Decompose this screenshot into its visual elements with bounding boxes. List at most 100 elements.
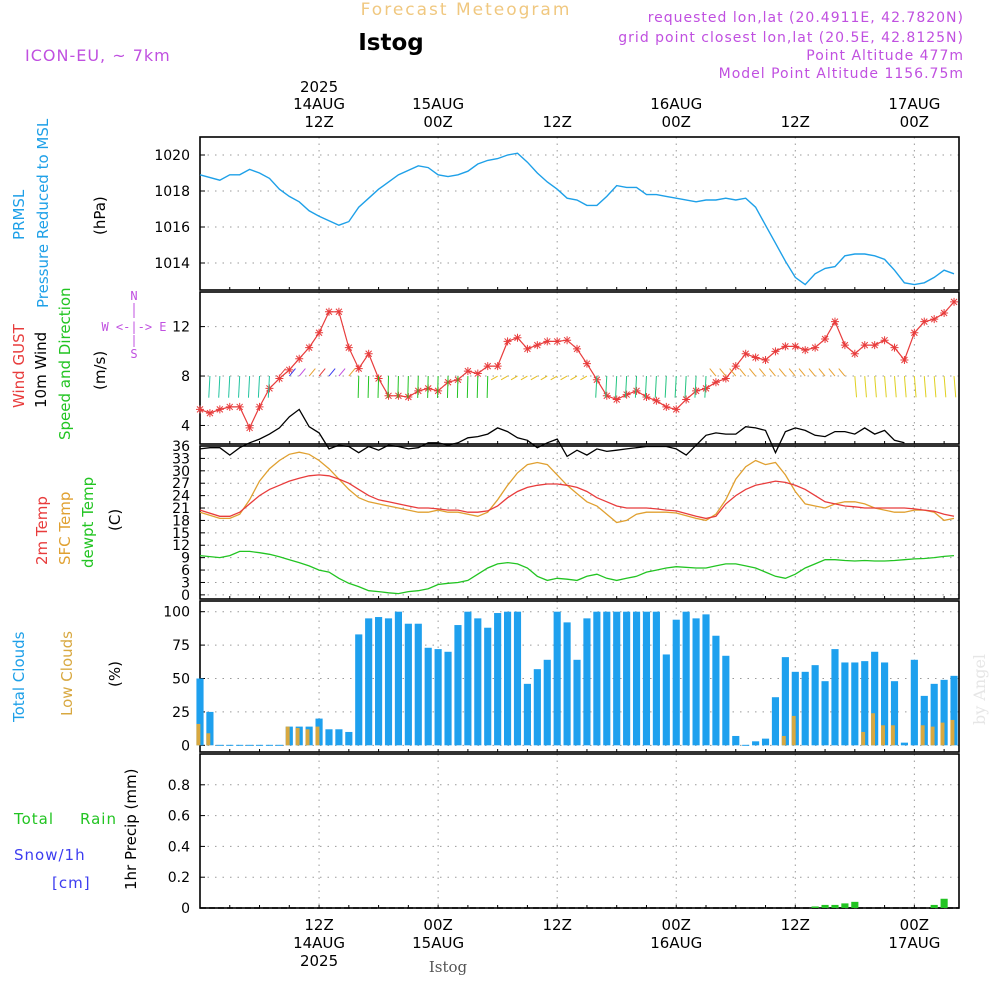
total-cloud-bar xyxy=(890,681,899,746)
total-cloud-bar xyxy=(603,611,611,746)
compass-s: S xyxy=(130,347,137,361)
low-cloud-bar xyxy=(781,735,786,746)
wind-direction-arrow xyxy=(923,375,927,398)
total-cloud-bar xyxy=(861,661,869,746)
low-cloud-bar xyxy=(861,731,866,746)
gust-marker xyxy=(563,336,572,345)
temperature-ytick-label: 24 xyxy=(172,489,190,505)
gust-label: Wind GUST xyxy=(10,323,28,408)
wind-direction-arrow xyxy=(704,376,707,398)
low-cloud-bar xyxy=(930,726,935,746)
low-cloud-bar xyxy=(920,725,925,746)
wind-direction-arrow xyxy=(864,375,867,398)
gust-marker xyxy=(235,402,244,411)
temperature-ytick-label: 0 xyxy=(181,588,190,604)
temperature-ytick-label: 6 xyxy=(181,563,190,579)
top-time-label: 00Z xyxy=(900,113,929,131)
pressure-panel: 1014 1016 1018 1020 xyxy=(154,136,960,291)
wind-direction-arrow xyxy=(674,376,677,398)
top-time-label: 15AUG xyxy=(412,95,464,113)
gust-marker xyxy=(493,362,502,371)
gust-marker xyxy=(900,355,909,364)
precip-unit: 1hr Precip (mm) xyxy=(122,769,140,890)
total-clouds-label: Total Clouds xyxy=(10,631,28,723)
temp2m-label: 2m Temp xyxy=(33,496,51,565)
total-cloud-bar xyxy=(474,618,482,746)
gust-marker xyxy=(513,333,522,342)
gust-marker xyxy=(285,365,294,374)
gust-marker xyxy=(632,386,641,395)
total-cloud-bar xyxy=(623,611,631,746)
gust-marker xyxy=(305,343,314,352)
wind-direction-arrow xyxy=(624,376,628,398)
wind10m-label: 10m Wind xyxy=(32,332,50,408)
low-cloud-bar xyxy=(881,725,885,746)
low-cloud-bar xyxy=(940,722,945,746)
wind-direction-arrow xyxy=(749,368,756,377)
gust-marker xyxy=(830,317,839,326)
pressure-ytick-label: 1020 xyxy=(154,148,190,164)
gust-marker xyxy=(215,405,224,414)
wind-direction-arrow xyxy=(456,376,459,398)
temperature-ytick-label: 9 xyxy=(181,551,190,567)
top-time-label: 12Z xyxy=(781,113,810,131)
wind-ytick-label: 12 xyxy=(172,320,190,336)
point-altitude: Point Altitude 477m xyxy=(806,48,964,64)
wind-direction-arrow xyxy=(818,368,826,377)
total-cloud-bar xyxy=(583,618,591,746)
total-cloud-bar xyxy=(900,742,909,746)
gust-marker xyxy=(950,297,959,306)
wind-speed-dir-label: Speed and Direction xyxy=(56,287,74,440)
top-time-label: 17AUG xyxy=(888,95,940,113)
gust-marker xyxy=(394,391,403,400)
model-altitude: Model Point Altitude 1156.75m xyxy=(719,66,964,82)
gust-marker xyxy=(870,341,879,350)
top-time-label: 12Z xyxy=(542,113,571,131)
pressure-panel-labels: PRMSL Pressure Reduced to MSL (hPa) xyxy=(10,118,109,308)
total-cloud-bar xyxy=(206,711,214,746)
gust-marker xyxy=(334,307,343,316)
gust-marker xyxy=(781,342,790,351)
total-cloud-bar xyxy=(464,611,472,746)
wind10m-series-line xyxy=(199,408,905,458)
temperature-ytick-label: 33 xyxy=(172,451,190,467)
gust-marker xyxy=(225,402,234,411)
gust-marker xyxy=(473,369,482,378)
bottom-time-label: 14AUG xyxy=(293,934,345,952)
total-cloud-bar xyxy=(533,669,541,746)
dewpt-series-line xyxy=(199,550,955,595)
wind-ytick-label: 4 xyxy=(181,418,190,434)
gust-marker xyxy=(711,378,720,387)
cloud-unit: (%) xyxy=(106,661,124,687)
gust-marker xyxy=(930,315,939,324)
temperature-frame xyxy=(199,445,960,600)
total-cloud-bar xyxy=(563,622,571,746)
model-label: ICON-EU, ~ 7km xyxy=(25,46,171,65)
gust-marker xyxy=(860,341,869,350)
wind-direction-arrow xyxy=(308,368,316,377)
gust-marker xyxy=(692,386,701,395)
wind-frame xyxy=(199,291,960,445)
temperature-ytick-label: 21 xyxy=(172,501,190,517)
precip-ytick-label: 0.6 xyxy=(168,809,190,825)
wind-direction-arrow xyxy=(367,376,370,398)
total-cloud-bar xyxy=(702,614,710,746)
total-cloud-bar xyxy=(831,649,839,746)
total-cloud-bar xyxy=(771,697,780,746)
gust-marker xyxy=(662,402,671,411)
gust-marker xyxy=(503,337,512,346)
bottom-time-label: 12Z xyxy=(542,916,571,934)
gust-marker xyxy=(543,337,552,346)
wind-direction-arrow xyxy=(664,376,667,398)
total-cloud-bar xyxy=(692,618,700,746)
top-time-label: 00Z xyxy=(423,113,452,131)
gust-marker xyxy=(910,328,919,337)
total-cloud-bar xyxy=(940,679,948,746)
wind-direction-arrow xyxy=(437,376,439,398)
total-cloud-bar xyxy=(375,617,383,746)
gust-marker xyxy=(682,395,691,404)
clouds-ytick-label: 25 xyxy=(172,705,190,721)
gust-marker xyxy=(265,384,274,393)
gust-marker xyxy=(652,396,661,405)
